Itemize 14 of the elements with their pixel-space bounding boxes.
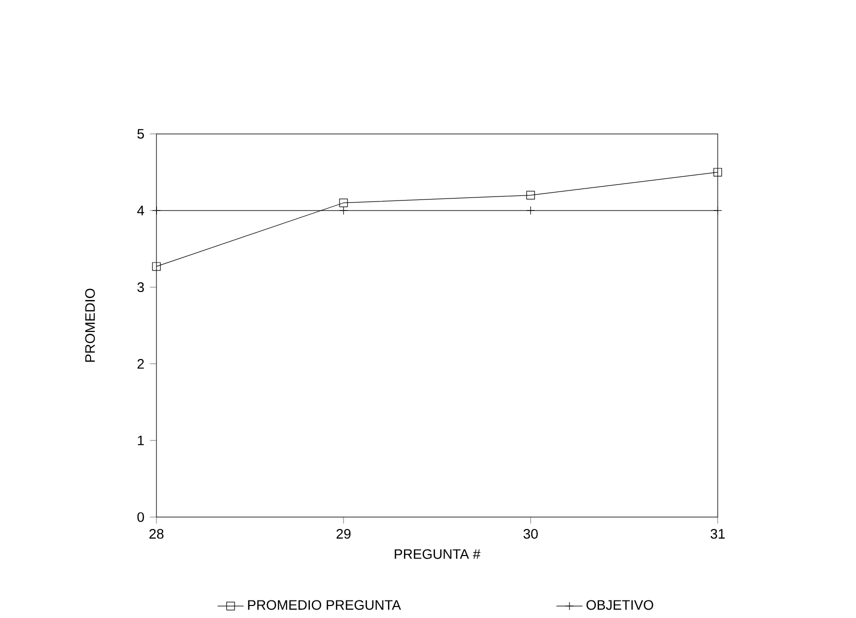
y-tick-label: 3	[137, 282, 144, 292]
legend-label: PROMEDIO PREGUNTA	[248, 600, 401, 610]
x-tick-label: 28	[149, 528, 164, 539]
x-tick-label: 30	[524, 528, 538, 539]
y-tick-label: 5	[137, 129, 144, 139]
y-tick-label: 2	[138, 358, 144, 369]
x-tick-label: 29	[336, 528, 351, 539]
y-tick-label: 4	[137, 206, 144, 216]
y-axis-title: PROMEDIO	[85, 288, 95, 362]
x-axis-title: PREGUNTA #	[394, 549, 480, 559]
legend-label: OBJETIVO	[586, 600, 654, 610]
y-tick-label: 0	[137, 512, 144, 522]
x-tick-label: 31	[710, 528, 725, 539]
y-tick-label: 1	[138, 436, 144, 446]
